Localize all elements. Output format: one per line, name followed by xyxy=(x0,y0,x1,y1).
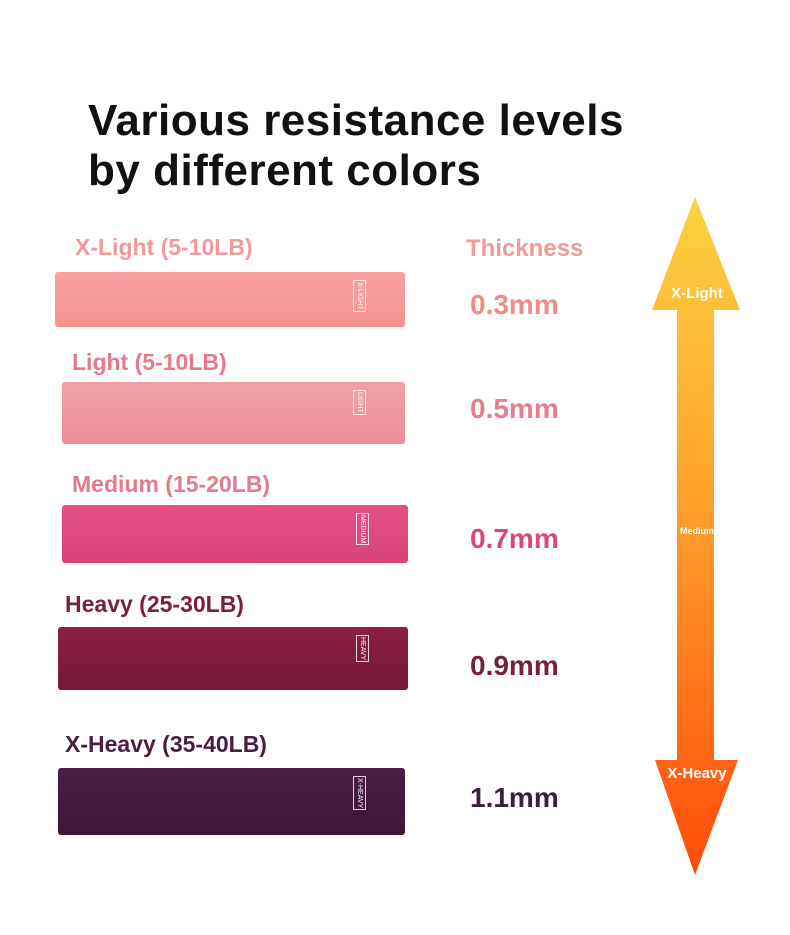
band-label: X-Heavy (35-40LB) xyxy=(65,731,267,757)
band-tag: LIGHT xyxy=(353,390,366,415)
thickness-header: Thickness xyxy=(466,235,584,262)
arrow-label: X-Heavy xyxy=(667,765,727,782)
band-image: LIGHT xyxy=(62,382,405,444)
double-arrow xyxy=(652,197,740,875)
band-label: Medium (15-20LB) xyxy=(72,471,271,497)
band-image: MEDIUM xyxy=(62,505,408,563)
thickness-value: 0.7mm xyxy=(470,523,559,554)
arrow-label: X-Light xyxy=(671,285,723,302)
thickness-value: 0.9mm xyxy=(470,650,559,681)
title-line: by different colors xyxy=(88,146,482,195)
thickness-value: 1.1mm xyxy=(470,782,559,813)
band-label: X-Light (5-10LB) xyxy=(75,234,253,260)
arrow-label: Medium xyxy=(679,526,715,536)
thickness-value: 0.5mm xyxy=(470,393,559,424)
band-label: Heavy (25-30LB) xyxy=(65,591,244,617)
thickness-value: 0.3mm xyxy=(470,289,559,320)
band-image: X-LIGHT xyxy=(55,272,405,327)
band-tag: HEAVY xyxy=(356,635,369,663)
band-image: X-HEAVY xyxy=(58,768,405,835)
band-tag: X-HEAVY xyxy=(353,776,366,811)
band-image: HEAVY xyxy=(58,627,408,690)
band-label: Light (5-10LB) xyxy=(72,349,227,375)
title-line: Various resistance levels xyxy=(88,96,624,145)
band-tag: X-LIGHT xyxy=(353,280,366,312)
band-tag: MEDIUM xyxy=(356,513,369,546)
